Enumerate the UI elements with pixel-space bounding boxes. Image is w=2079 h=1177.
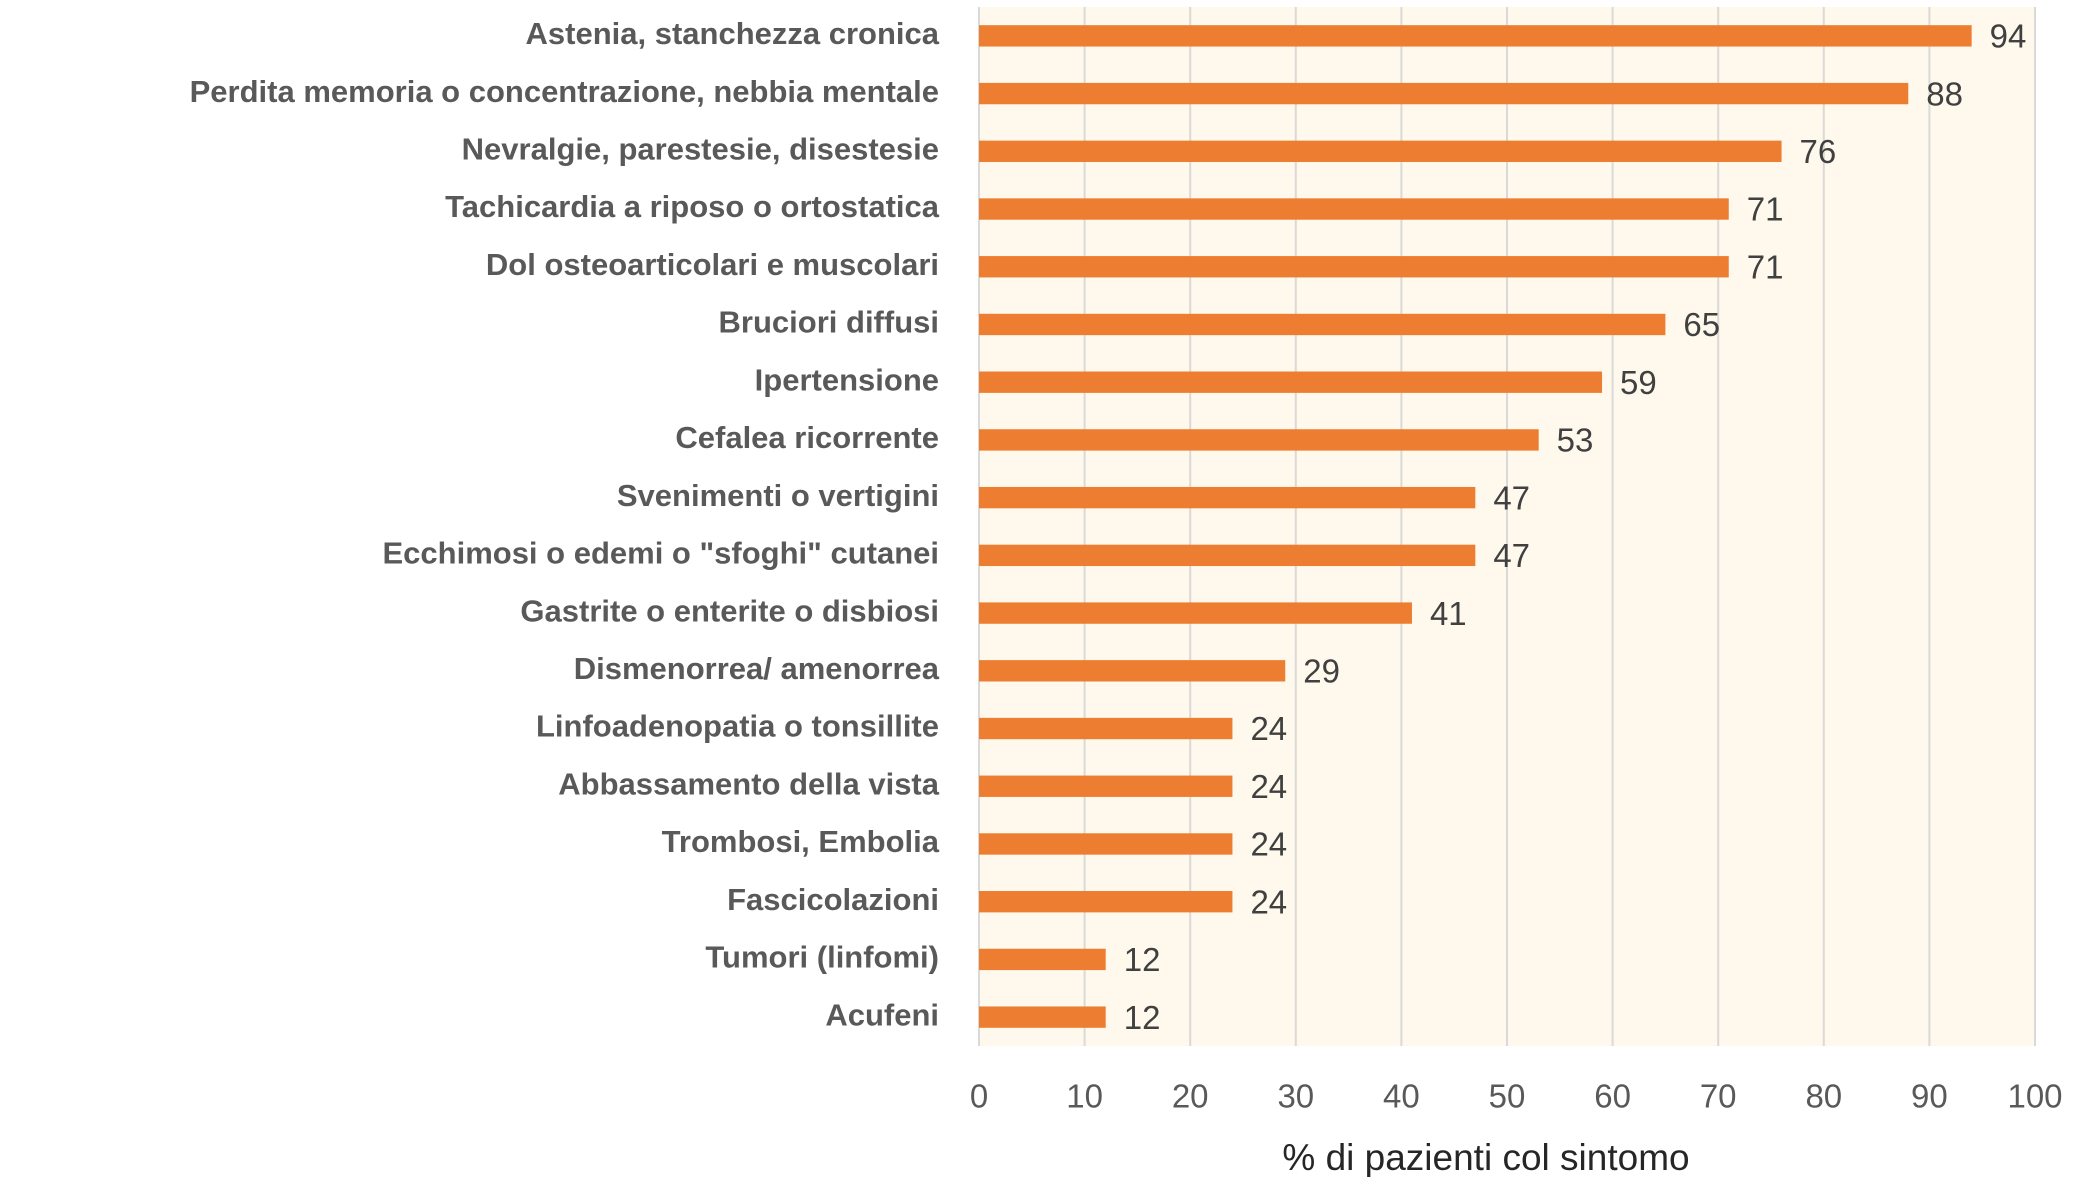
y-tick-label: Perdita memoria o concentrazione, nebbia… bbox=[190, 74, 939, 109]
x-tick-label: 10 bbox=[1066, 1078, 1103, 1115]
data-label: 88 bbox=[1926, 75, 1963, 112]
x-tick-label: 0 bbox=[970, 1078, 988, 1115]
data-label: 24 bbox=[1250, 768, 1287, 805]
y-tick-label: Svenimenti o vertigini bbox=[617, 478, 939, 513]
x-tick-label: 50 bbox=[1489, 1078, 1526, 1115]
x-tick-label: 60 bbox=[1594, 1078, 1631, 1115]
y-tick-label: Ipertensione bbox=[755, 362, 939, 397]
x-tick-label: 100 bbox=[2007, 1078, 2062, 1115]
bar bbox=[979, 313, 1666, 336]
y-tick-label: Bruciori diffusi bbox=[719, 305, 939, 340]
x-tick-label: 20 bbox=[1172, 1078, 1209, 1115]
bar bbox=[979, 25, 1972, 47]
y-tick-label: Fascicolazioni bbox=[727, 882, 939, 917]
x-tick-label: 40 bbox=[1383, 1078, 1420, 1115]
x-tick-label: 90 bbox=[1911, 1078, 1948, 1115]
y-tick-label: Trombosi, Embolia bbox=[662, 824, 940, 859]
y-tick-label: Dol osteoarticolari e muscolari bbox=[486, 247, 939, 282]
y-tick-label: Acufeni bbox=[825, 997, 939, 1032]
bar bbox=[979, 429, 1539, 451]
bar bbox=[979, 140, 1782, 162]
x-tick-label: 80 bbox=[1805, 1078, 1842, 1115]
data-label: 47 bbox=[1493, 479, 1530, 516]
y-tick-label: Gastrite o enterite o disbiosi bbox=[520, 593, 939, 628]
bar bbox=[979, 256, 1729, 278]
data-label: 12 bbox=[1124, 999, 1161, 1036]
data-label: 71 bbox=[1747, 248, 1784, 285]
data-label: 41 bbox=[1430, 595, 1467, 632]
data-label: 71 bbox=[1747, 191, 1784, 228]
data-label: 94 bbox=[1990, 18, 2027, 55]
bar bbox=[979, 544, 1476, 567]
bar bbox=[979, 833, 1233, 855]
y-tick-label: Nevralgie, parestesie, disestesie bbox=[462, 131, 939, 166]
y-tick-label: Abbassamento della vista bbox=[558, 766, 940, 801]
y-tick-label: Ecchimosi o edemi o "sfoghi" cutanei bbox=[382, 536, 939, 571]
y-tick-label: Dismenorrea/ amenorrea bbox=[574, 651, 940, 686]
data-label: 12 bbox=[1124, 941, 1161, 978]
data-label: 65 bbox=[1683, 306, 1720, 343]
y-tick-label: Tumori (linfomi) bbox=[705, 940, 939, 975]
data-label: 24 bbox=[1250, 710, 1287, 747]
bar bbox=[979, 948, 1106, 971]
data-label: 76 bbox=[1800, 133, 1837, 170]
data-label: 59 bbox=[1620, 364, 1657, 401]
data-label: 47 bbox=[1493, 537, 1530, 574]
bar bbox=[979, 198, 1729, 220]
x-tick-label: 70 bbox=[1700, 1078, 1737, 1115]
bar bbox=[979, 1006, 1106, 1028]
bar bbox=[979, 371, 1603, 393]
bar bbox=[979, 660, 1286, 682]
x-tick-label: 30 bbox=[1277, 1078, 1314, 1115]
data-label: 24 bbox=[1250, 883, 1287, 920]
y-tick-label: Astenia, stanchezza cronica bbox=[526, 16, 940, 51]
bar bbox=[979, 602, 1412, 624]
bar bbox=[979, 775, 1233, 797]
data-label: 24 bbox=[1250, 826, 1287, 863]
bar bbox=[979, 486, 1476, 509]
data-label: 53 bbox=[1557, 422, 1594, 459]
x-axis-title: % di pazienti col sintomo bbox=[1282, 1137, 1689, 1177]
bar bbox=[979, 891, 1233, 913]
y-tick-label: Tachicardia a riposo o ortostatica bbox=[445, 189, 940, 224]
data-label: 29 bbox=[1303, 653, 1340, 690]
y-tick-label: Linfoadenopatia o tonsillite bbox=[536, 709, 939, 744]
bar bbox=[979, 82, 1909, 105]
y-tick-label: Cefalea ricorrente bbox=[675, 420, 939, 455]
bar bbox=[979, 717, 1233, 740]
